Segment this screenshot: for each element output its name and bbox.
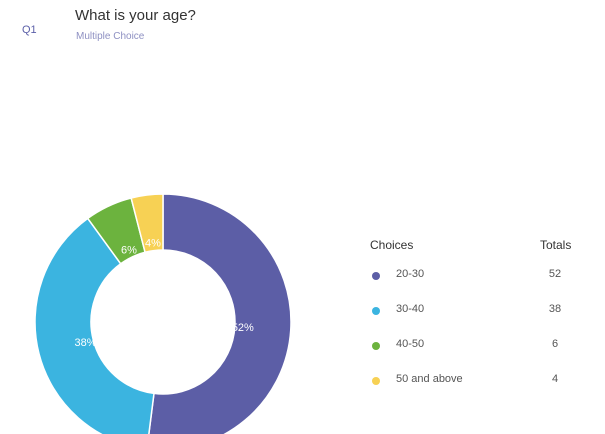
legend-dot <box>372 272 380 280</box>
legend-header: Choices Totals <box>360 238 600 268</box>
legend-label: 50 and above <box>396 373 463 385</box>
legend-totals-header: Totals <box>540 238 572 252</box>
legend-total: 4 <box>551 373 559 385</box>
legend-total: 6 <box>551 338 559 350</box>
question-type: Multiple Choice <box>76 31 145 42</box>
legend-dot <box>372 307 380 315</box>
legend-dot <box>372 342 380 350</box>
slice-label: 52% <box>232 322 254 334</box>
donut-slice-30-40 <box>34 217 155 434</box>
slice-label: 4% <box>145 238 161 250</box>
legend-total: 52 <box>548 268 562 280</box>
question-title: What is your age? <box>75 7 196 24</box>
legend-row: 20-30 52 <box>360 268 600 303</box>
legend-row: 50 and above 4 <box>360 373 600 408</box>
legend-total: 38 <box>548 303 562 315</box>
legend-choices-header: Choices <box>370 238 414 252</box>
legend-dot <box>372 377 380 385</box>
donut-slice-20-30 <box>148 193 292 434</box>
slice-label: 38% <box>74 337 96 349</box>
question-number: Q1 <box>22 24 37 36</box>
legend-table: Choices Totals 20-30 52 30-40 38 40-50 6… <box>360 238 600 408</box>
legend-label: 40-50 <box>396 338 425 350</box>
slice-label: 6% <box>121 245 137 257</box>
legend-label: 30-40 <box>396 303 425 315</box>
legend-row: 30-40 38 <box>360 303 600 338</box>
legend-label: 20-30 <box>396 268 425 280</box>
legend-row: 40-50 6 <box>360 338 600 373</box>
donut-slice-50-and-above <box>130 193 164 254</box>
